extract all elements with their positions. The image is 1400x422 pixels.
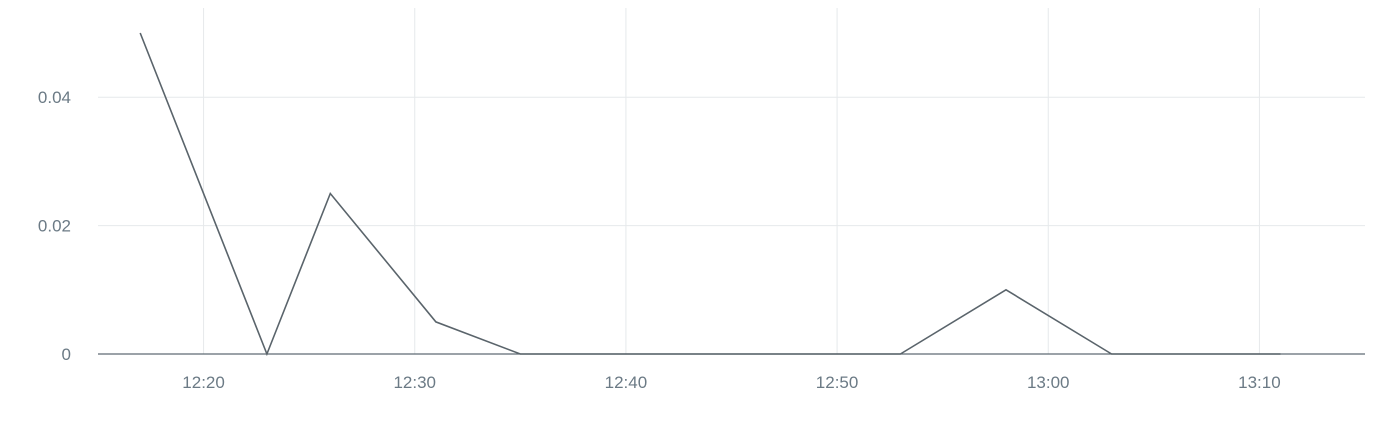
vertical-gridlines bbox=[203, 8, 1260, 354]
x-tick-label: 12:30 bbox=[393, 373, 436, 392]
x-tick-label: 13:10 bbox=[1238, 373, 1281, 392]
y-tick-label: 0.02 bbox=[38, 217, 71, 236]
y-tick-labels: 0 0.02 0.04 bbox=[38, 88, 71, 364]
x-tick-label: 12:50 bbox=[816, 373, 859, 392]
series-line bbox=[139, 32, 1281, 357]
x-tick-label: 13:00 bbox=[1027, 373, 1070, 392]
horizontal-gridlines bbox=[98, 96, 1365, 227]
x-tick-label: 12:40 bbox=[605, 373, 648, 392]
y-tick-label: 0 bbox=[62, 345, 71, 364]
x-tick-label: 12:20 bbox=[182, 373, 225, 392]
y-tick-label: 0.04 bbox=[38, 88, 71, 107]
series-group bbox=[139, 32, 1281, 357]
x-tick-labels: 12:20 12:30 12:40 12:50 13:00 13:10 bbox=[182, 373, 1280, 392]
